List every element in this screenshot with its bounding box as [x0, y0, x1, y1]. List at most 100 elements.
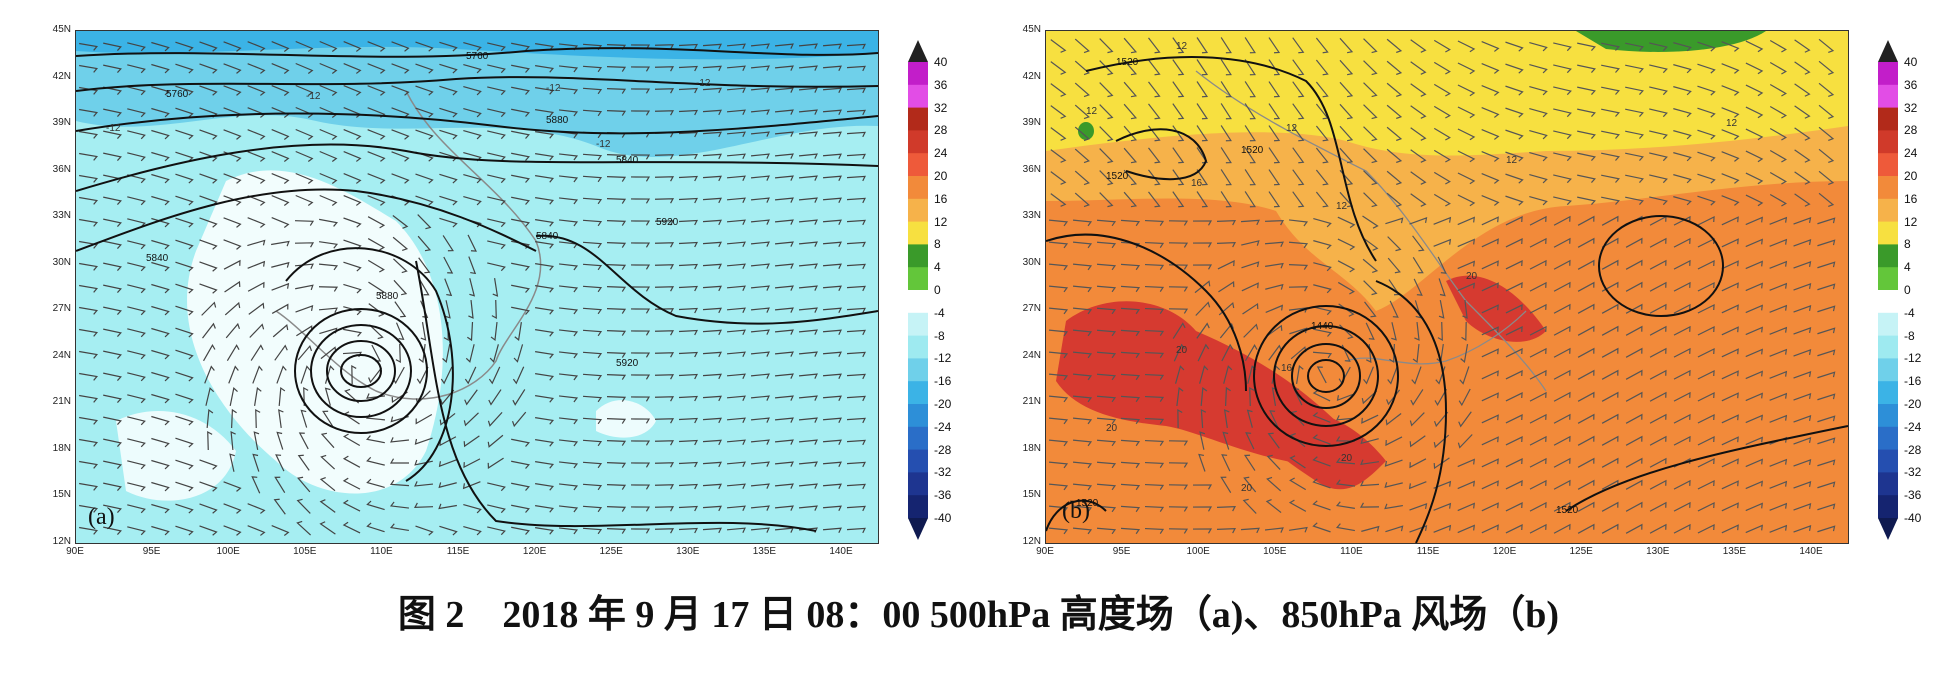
wind-barb [1649, 347, 1667, 358]
wind-barb [247, 195, 266, 206]
lat-label: 39N [1022, 117, 1041, 129]
wind-barb [1218, 281, 1235, 293]
wind-barb [1553, 347, 1571, 358]
wind-barb [1168, 220, 1189, 226]
colorbar-label: -20 [934, 397, 952, 411]
wind-barb [1312, 412, 1331, 423]
wind-barb [1625, 64, 1644, 73]
low-center-ring [340, 354, 382, 388]
wind-barb [1601, 281, 1619, 292]
wind-barb [392, 215, 409, 229]
wind-barb [678, 307, 699, 314]
wind-barb [1745, 326, 1763, 336]
wind-barb [750, 131, 770, 137]
wind-barb [1335, 436, 1356, 442]
wind-barb [606, 352, 627, 358]
wind-barb [726, 417, 746, 423]
wind-barb [630, 374, 651, 380]
wind-barb [271, 150, 290, 162]
wind-barb [365, 413, 386, 421]
wind-barb [1148, 59, 1161, 76]
colorbar-label: -8 [934, 328, 945, 343]
wind-barb [369, 324, 384, 340]
wind-barb [1505, 502, 1523, 512]
contour-line [285, 247, 454, 482]
wind-barb [439, 412, 456, 426]
wind-barb [1673, 281, 1691, 292]
wind-barb [1481, 238, 1499, 248]
wind-barb [1505, 304, 1523, 314]
wind-barb [1336, 393, 1355, 402]
wind-barb [1553, 457, 1571, 468]
wind-barb [1793, 437, 1812, 445]
wind-barb [1481, 216, 1499, 226]
wind-barb [223, 259, 241, 270]
wind-barb [750, 241, 770, 247]
wind-barb [1553, 237, 1571, 248]
colorbar-swatch [908, 290, 928, 314]
wind-barb [1048, 483, 1069, 491]
wind-barb [394, 301, 407, 318]
wind-barb [175, 107, 194, 118]
wind-barb [1817, 503, 1836, 511]
wind-barb [511, 174, 530, 183]
wind-barb [1265, 304, 1284, 314]
wind-barb [798, 351, 818, 357]
colorbar-swatch [908, 312, 928, 337]
wind-barb [1577, 501, 1595, 512]
colorbar-swatch [908, 335, 928, 359]
wind-barb [535, 241, 555, 249]
coastline [1345, 310, 1527, 365]
wind-barb [389, 523, 409, 532]
wind-barb [487, 457, 504, 469]
colorbar-label: 28 [934, 123, 948, 138]
wind-barb [175, 503, 194, 514]
wind-barb [1601, 501, 1619, 512]
wind-barb [151, 283, 170, 294]
wind-barb [1745, 260, 1763, 270]
wind-barb [702, 505, 722, 512]
wind-barb [702, 329, 722, 336]
wind-barb [175, 217, 194, 228]
wind-barb [798, 241, 818, 247]
wind-barb [1315, 59, 1329, 76]
wind-barb [1649, 369, 1667, 380]
colorbar-label: 40 [934, 55, 948, 69]
wind-barb [1745, 62, 1764, 75]
colorbar-label: 0 [1904, 283, 1911, 297]
low-center-ring [1307, 359, 1345, 393]
wind-barb [1409, 458, 1427, 469]
wind-barb [438, 459, 457, 468]
wind-barb [1123, 81, 1138, 98]
wind-barb [678, 263, 699, 270]
wind-barb [726, 87, 746, 93]
lat-label: 18N [52, 442, 71, 454]
wind-barb [1793, 305, 1812, 313]
wind-barb [822, 461, 842, 467]
wind-barb [630, 462, 651, 468]
wind-barb [1553, 501, 1571, 512]
wind-barb [1769, 304, 1788, 313]
wind-barb [1505, 107, 1524, 118]
wind-barb [606, 220, 627, 226]
wind-barb [1649, 174, 1668, 184]
wind-barb [1413, 278, 1423, 296]
wind-barb [1120, 241, 1141, 249]
wind-barb [393, 279, 408, 296]
wind-barb [846, 483, 866, 490]
wind-barb [1120, 395, 1141, 403]
wind-barb [1625, 391, 1643, 402]
wind-barb [1673, 347, 1691, 358]
wind-barb [1192, 220, 1213, 226]
lon-label: 140E [829, 546, 853, 557]
contour-label: 5840 [146, 253, 169, 264]
wind-barb [1625, 523, 1643, 534]
wind-barb [1410, 389, 1424, 406]
colorbar-label: 16 [1904, 191, 1918, 206]
wind-barb [630, 88, 651, 94]
contour-line [1046, 233, 1247, 392]
wind-barb [295, 284, 314, 291]
wind-barb [1505, 216, 1523, 226]
wind-barb [487, 526, 506, 536]
wind-barb [1457, 238, 1475, 248]
